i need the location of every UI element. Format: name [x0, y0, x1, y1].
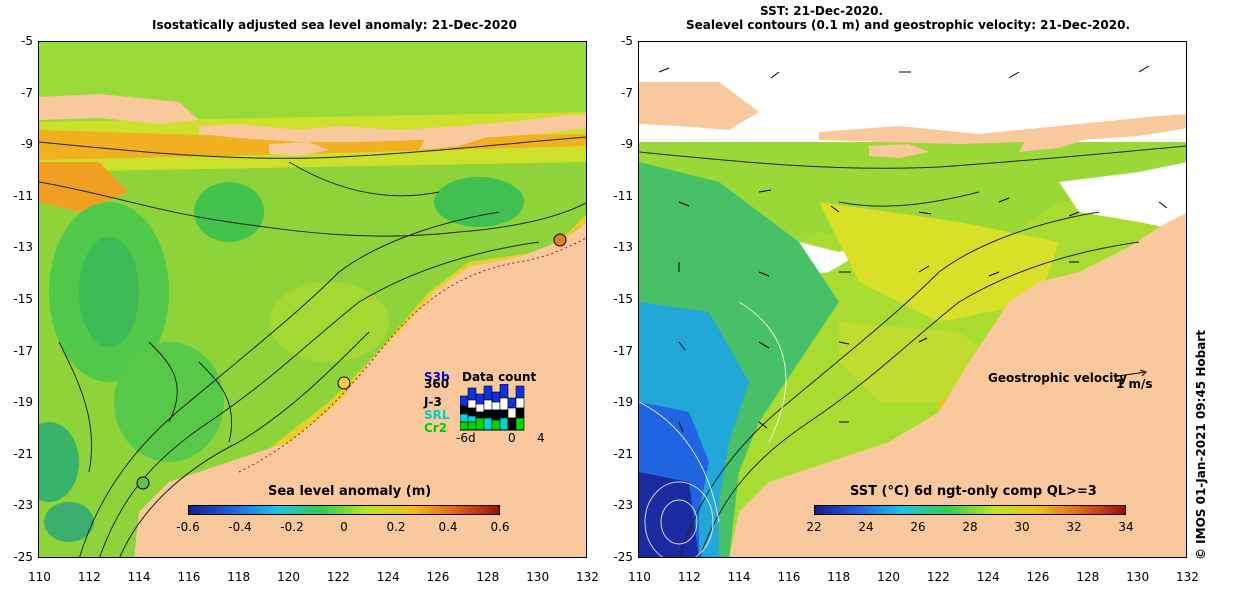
x-tick-label: 116	[177, 570, 201, 584]
colorbar-tick-label: -0.4	[228, 520, 252, 534]
data-count-axis-label: 0	[508, 431, 516, 445]
colorbar-tick-label: -0.2	[280, 520, 304, 534]
y-tick-label: -25	[613, 550, 633, 564]
right-map-title-line1: SST: 21-Dec-2020.	[760, 4, 884, 18]
sumba-land	[869, 144, 929, 158]
colorbar-tick-label: 26	[910, 520, 926, 534]
x-tick-label: 126	[1026, 570, 1050, 584]
colorbar-tick-label: 32	[1066, 520, 1082, 534]
colorbar-tick-label: 28	[962, 520, 978, 534]
colorbar-tick-label: 0	[340, 520, 348, 534]
velocity-legend-label: Geostrophic velocity	[988, 371, 1127, 385]
y-tick-label: -19	[613, 395, 633, 410]
sla-colorbar	[188, 505, 500, 515]
satellite-label: 360	[424, 377, 450, 391]
velocity-scale-label: 1 m/s	[1116, 377, 1153, 391]
sea-level-anomaly-map	[38, 41, 587, 558]
x-tick-label: 128	[476, 570, 500, 584]
tide-gauge-marker	[136, 476, 150, 490]
satellite-label: J-3	[424, 395, 442, 409]
x-tick-label: 130	[526, 570, 550, 584]
left-colorbar-title: Sea level anomaly (m)	[268, 484, 432, 499]
y-tick-label: -9	[21, 137, 33, 152]
x-tick-label: 128	[1076, 570, 1100, 584]
x-tick-label: 112	[77, 570, 101, 584]
x-tick-label: 122	[326, 570, 350, 584]
x-tick-label: 118	[227, 570, 251, 584]
x-tick-label: 110	[628, 570, 651, 584]
y-tick-label: -21	[613, 446, 633, 461]
java-land	[639, 82, 759, 130]
timor-land	[419, 124, 509, 150]
y-tick-label: -25	[13, 550, 33, 564]
data-count-title: Data count	[462, 370, 537, 384]
x-tick-label: 124	[376, 570, 400, 584]
x-tick-label: 130	[1126, 570, 1150, 584]
x-tick-label: 132	[1176, 570, 1199, 584]
colorbar-tick-label: 0.2	[386, 520, 406, 534]
imos-credit: © IMOS 01-Jan-2021 09:45 Hobart	[1194, 330, 1208, 560]
sst-map	[638, 41, 1187, 558]
right-colorbar-title: SST (°C) 6d ngt-only comp QL>=3	[850, 484, 1097, 499]
y-tick-label: -19	[13, 395, 33, 410]
data-count-bars	[460, 384, 525, 431]
y-tick-label: -17	[613, 343, 633, 358]
y-tick-label: -11	[613, 188, 633, 203]
x-tick-label: 126	[426, 570, 450, 584]
sumba-land	[269, 142, 329, 156]
satellite-label: SRL	[424, 408, 450, 422]
x-tick-label: 132	[576, 570, 599, 584]
y-tick-label: -5	[21, 34, 33, 48]
data-count-inset: Data count S3b 360 J-3 SRL Cr2 -6d 0 4	[422, 370, 547, 450]
y-tick-label: -11	[13, 188, 33, 203]
colorbar-tick-label: 24	[858, 520, 874, 534]
left-map-title: Isostatically adjusted sea level anomaly…	[152, 18, 517, 32]
colorbar-tick-label: -0.6	[176, 520, 200, 534]
y-tick-label: -7	[21, 85, 33, 100]
colorbar-tick-label: 0.4	[438, 520, 458, 534]
tide-gauge-marker	[337, 376, 351, 390]
satellite-label: Cr2	[424, 421, 448, 435]
x-tick-label: 120	[877, 570, 900, 584]
y-tick-label: -21	[13, 446, 33, 461]
y-tick-label: -5	[621, 34, 633, 48]
x-tick-label: 112	[677, 570, 701, 584]
australia-land	[729, 213, 1186, 557]
y-tick-label: -9	[621, 137, 633, 152]
satellite-label: S3b	[424, 370, 450, 384]
colorbar-tick-label: 0.6	[490, 520, 510, 534]
tide-gauge-marker	[553, 233, 567, 247]
x-tick-label: 120	[277, 570, 300, 584]
x-tick-label: 124	[976, 570, 1000, 584]
colorbar-tick-label: 22	[806, 520, 822, 534]
sst-colorbar	[814, 505, 1126, 515]
x-tick-label: 118	[827, 570, 851, 584]
y-tick-label: -13	[13, 240, 33, 255]
y-tick-label: -13	[613, 240, 633, 255]
data-count-axis-label: -6d	[456, 431, 476, 445]
colorbar-tick-label: 34	[1118, 520, 1134, 534]
x-tick-label: 116	[777, 570, 801, 584]
data-count-axis-label: 4	[537, 431, 545, 445]
x-tick-label: 114	[727, 570, 751, 584]
x-tick-label: 110	[28, 570, 51, 584]
geostrophic-velocity-arrows	[658, 65, 1168, 433]
x-tick-label: 114	[127, 570, 151, 584]
y-tick-label: -23	[13, 498, 33, 513]
velocity-scale-arrow	[1117, 369, 1147, 377]
x-tick-label: 122	[926, 570, 950, 584]
timor-land	[1019, 126, 1109, 152]
australia-land	[134, 223, 586, 557]
java-land	[39, 94, 199, 124]
y-tick-label: -7	[621, 85, 633, 100]
y-tick-label: -17	[13, 343, 33, 358]
y-tick-label: -15	[13, 292, 33, 306]
colorbar-tick-label: 30	[1014, 520, 1030, 534]
y-tick-label: -15	[613, 292, 633, 306]
y-tick-label: -23	[613, 498, 633, 513]
right-map-title-line2: Sealevel contours (0.1 m) and geostrophi…	[686, 18, 1130, 32]
